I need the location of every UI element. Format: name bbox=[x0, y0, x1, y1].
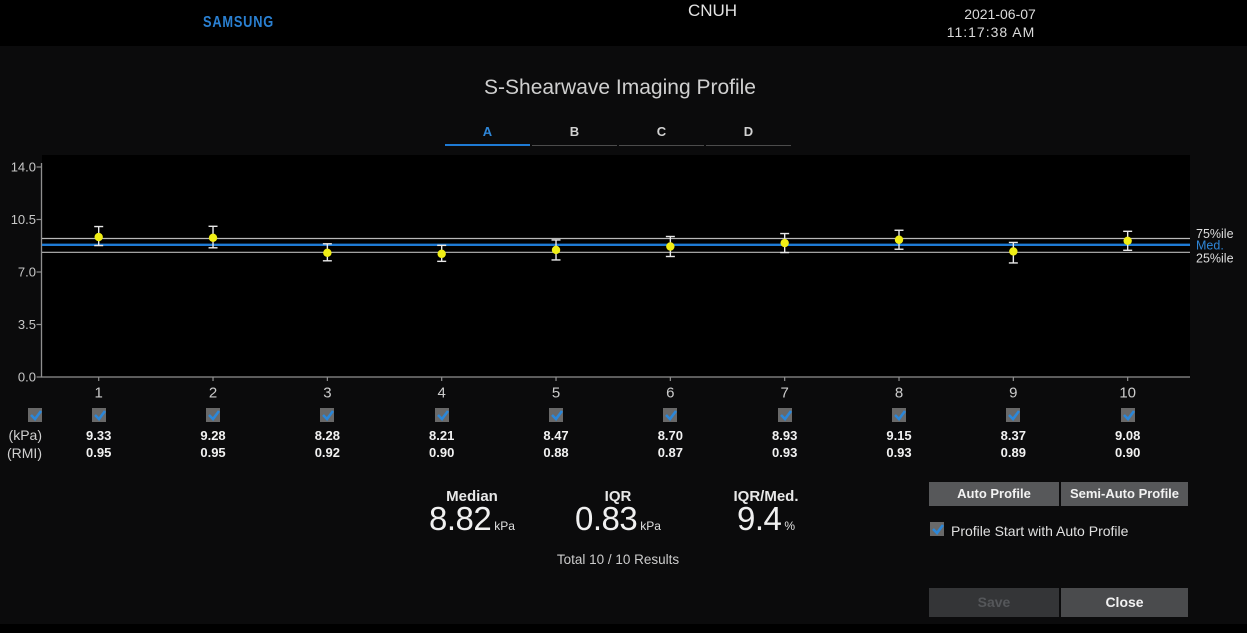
svg-text:14.0: 14.0 bbox=[11, 160, 36, 175]
svg-text:7: 7 bbox=[781, 385, 789, 402]
svg-text:5: 5 bbox=[552, 385, 560, 402]
svg-text:75%ile: 75%ile bbox=[1196, 227, 1234, 241]
svg-text:10: 10 bbox=[1119, 385, 1136, 402]
svg-text:10.5: 10.5 bbox=[11, 212, 36, 227]
svg-text:0.0: 0.0 bbox=[18, 370, 36, 385]
svg-text:3: 3 bbox=[323, 385, 331, 402]
svg-text:25%ile: 25%ile bbox=[1196, 252, 1234, 266]
svg-text:2: 2 bbox=[209, 385, 217, 402]
svg-text:Med.: Med. bbox=[1196, 239, 1224, 253]
svg-text:3.5: 3.5 bbox=[18, 317, 36, 332]
svg-text:6: 6 bbox=[666, 385, 674, 402]
svg-text:9: 9 bbox=[1009, 385, 1017, 402]
svg-text:1: 1 bbox=[95, 385, 103, 402]
svg-text:8: 8 bbox=[895, 385, 903, 402]
svg-text:7.0: 7.0 bbox=[18, 265, 36, 280]
svg-text:4: 4 bbox=[438, 385, 446, 402]
